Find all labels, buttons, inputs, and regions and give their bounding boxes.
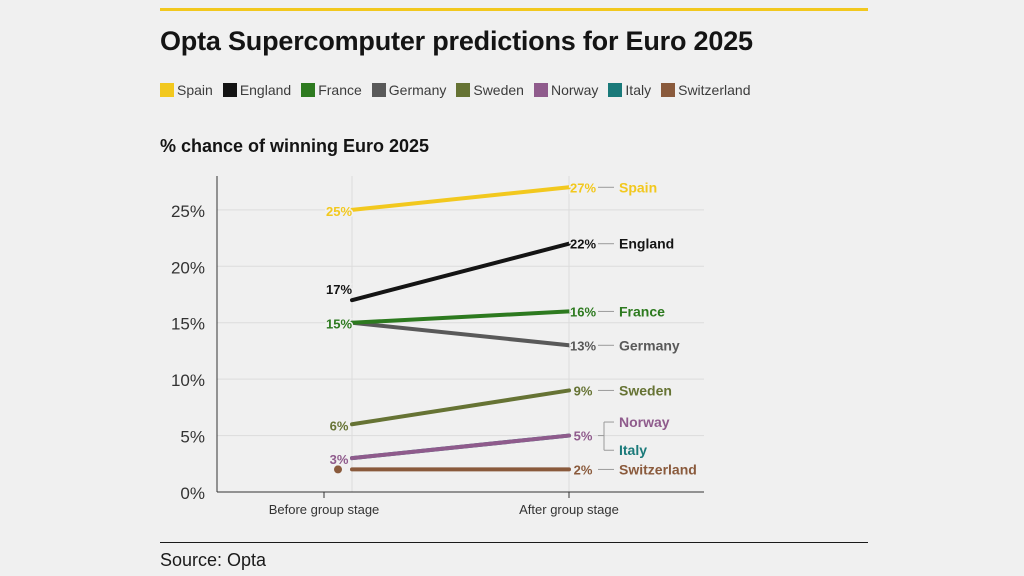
bottom-rule [160,542,868,543]
series-name-germany: Germany [619,337,680,353]
legend-swatch [222,83,237,97]
legend-swatch [533,83,548,97]
start-label-england: 17% [326,282,352,297]
y-tick-label: 10% [171,371,205,390]
legend-label: Germany [388,82,447,98]
start-label-spain: 25% [326,204,352,219]
legend-swatch [456,83,471,97]
legend-swatch [301,83,316,97]
legend-item-sweden: Sweden [456,82,524,98]
series-line-sweden [350,388,571,427]
legend-label: Spain [177,82,213,98]
end-label-switzerland: 2% [574,462,593,477]
legend-swatch [160,83,174,97]
legend-label: Italy [625,82,652,98]
legend-item-germany: Germany [371,82,447,98]
legend-item-france: France [301,82,362,98]
legend-label: Sweden [473,82,524,98]
chart-subtitle: % chance of winning Euro 2025 [160,136,430,156]
y-tick-label: 20% [171,258,205,277]
start-label-sweden: 6% [330,418,349,433]
end-label-norway: 5% [574,429,593,444]
legend-swatch [661,83,676,97]
source-note: Source: Opta [160,550,267,570]
top-accent-rule [160,8,868,11]
legend: Spain England France Germany Sweden Norway Ita… [160,82,750,98]
end-label-spain: 27% [570,180,596,195]
end-label-france: 16% [570,304,596,319]
legend-label: Switzerland [678,82,751,98]
series-name-sweden: Sweden [619,382,672,398]
end-label-sweden: 9% [574,383,593,398]
legend-item-switzerland: Switzerland [661,82,750,98]
series-line-norway [350,433,571,461]
start-label-france: 15% [326,317,352,332]
start-label-norway: 3% [330,452,349,467]
series-line-france [350,309,571,325]
legend-label: Norway [550,82,599,98]
legend-item-norway: Norway [533,82,599,98]
y-tick-label: 0% [180,484,205,503]
legend-label: France [318,82,362,98]
legend-item-italy: Italy [608,82,651,98]
series-name-france: France [619,303,665,319]
y-tick-label: 25% [171,202,205,221]
series-line-germany [350,320,571,348]
series-name-england: England [619,236,674,252]
series-name-spain: Spain [619,179,657,195]
legend-item-spain: Spain [160,82,213,98]
legend-item-england: England [222,82,292,98]
legend-label: England [239,82,292,98]
chart-title: Opta Supercomputer predictions for Euro … [160,26,753,56]
end-label-germany: 13% [570,338,596,353]
series-line-england [350,241,571,303]
line-chart: 0% 5% 10% 15% 20% 25% Before group stage After … [171,176,704,517]
y-tick-label: 5% [180,428,205,447]
series-name-norway: Norway [619,414,670,430]
series-point-switzerland [334,465,342,474]
legend-swatch [371,83,386,97]
y-tick-label: 15% [171,315,205,334]
series-line-spain [350,185,571,212]
x-tick-label: Before group stage [269,502,380,517]
series-name-italy: Italy [619,442,647,458]
legend-swatch [608,83,623,97]
x-tick-label: After group stage [519,502,619,517]
series-name-switzerland: Switzerland [619,461,697,477]
end-label-england: 22% [570,237,596,252]
